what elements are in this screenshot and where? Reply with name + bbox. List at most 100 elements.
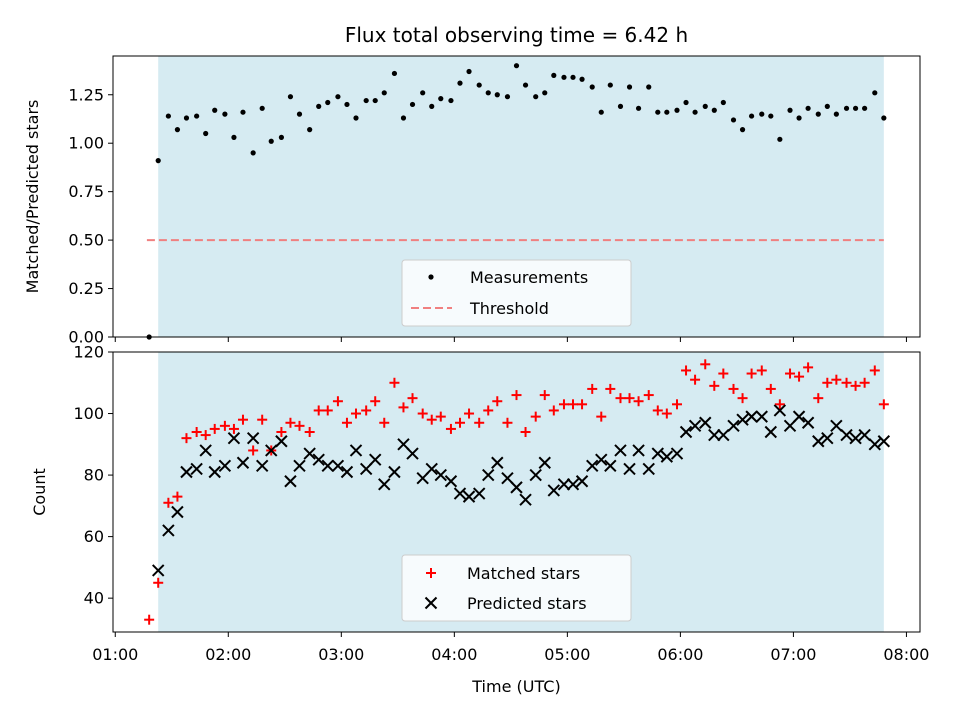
- predicted-star-point: [773, 404, 787, 417]
- cross-stroke-b: [265, 444, 278, 457]
- cross-stroke-b: [670, 447, 684, 460]
- measurement-point: [287, 94, 294, 100]
- predicted-star-point: [293, 459, 306, 473]
- predicted-star-point: [369, 453, 382, 466]
- cross-stroke-b: [877, 435, 891, 448]
- time-x-ticks: 01:00 02:00 03:00 04:00 05:00 06:00 07:00 08:00: [92, 632, 929, 664]
- matched-star-point: [398, 402, 409, 413]
- cross-stroke-b: [651, 447, 664, 460]
- measurement-point: [843, 105, 850, 111]
- measurement-point: [183, 115, 190, 121]
- matched-star-point: [869, 365, 880, 376]
- matched-star-point: [464, 408, 475, 419]
- matched-star-point: [257, 414, 268, 425]
- predicted-star-point: [218, 459, 232, 473]
- predicted-star-point: [699, 416, 712, 429]
- cross-stroke-b: [152, 564, 165, 577]
- measurement-point: [805, 105, 811, 111]
- cross-stroke-b: [190, 462, 203, 476]
- measurement-point: [748, 113, 755, 119]
- measurement-point: [381, 90, 387, 96]
- time-x-tick-label: 06:00: [657, 645, 703, 664]
- cross-stroke-b: [321, 459, 334, 473]
- matched-star-point: [558, 399, 569, 410]
- predicted-star-point: [595, 453, 608, 466]
- cross-stroke-b: [717, 428, 730, 442]
- matched-star-point: [587, 383, 598, 394]
- measurement-point: [212, 107, 218, 113]
- time-x-axis-label: Time (UTC): [471, 677, 560, 696]
- cross-stroke-b: [472, 487, 486, 500]
- measurement-point: [307, 127, 313, 133]
- cross-stroke-b: [255, 459, 269, 473]
- measurement-point: [448, 97, 454, 104]
- cross-stroke-b: [444, 475, 458, 488]
- legend-matched-label: Matched stars: [467, 564, 580, 583]
- matched-star-point: [643, 390, 654, 401]
- matched-star-point: [294, 420, 305, 431]
- ratio-y-ticks: 0.00 0.25 0.50 0.75 1.00 1.25: [68, 85, 113, 347]
- predicted-star-point: [529, 468, 542, 482]
- measurement-point: [570, 74, 576, 80]
- matched-star-point: [445, 423, 456, 434]
- measurement-point: [438, 96, 444, 102]
- predicted-star-point: [472, 487, 486, 500]
- measurement-point: [730, 117, 737, 123]
- predicted-star-point: [453, 487, 467, 500]
- predicted-star-point: [858, 428, 871, 442]
- predicted-star-point: [586, 459, 599, 473]
- measurement-point: [391, 70, 398, 77]
- cross-stroke-b: [566, 478, 580, 491]
- cross-stroke-b: [491, 456, 504, 469]
- matched-star-point: [322, 405, 333, 416]
- ratio-y-axis-label: Matched/Predicted stars: [23, 100, 42, 294]
- matched-star-point: [492, 396, 503, 407]
- measurement-point: [457, 80, 463, 86]
- predicted-star-point: [406, 447, 419, 460]
- measurement-point: [824, 103, 830, 109]
- predicted-star-point: [321, 459, 334, 473]
- matched-star-point: [728, 383, 739, 394]
- predicted-stars-points: [152, 404, 891, 577]
- predicted-star-point: [434, 468, 447, 482]
- cross-stroke-b: [453, 487, 467, 500]
- matched-star-point: [548, 405, 559, 416]
- matched-star-point: [803, 362, 814, 373]
- matched-star-point: [237, 414, 248, 425]
- ratio-legend: Measurements Threshold: [401, 259, 632, 327]
- matched-star-point: [681, 365, 692, 376]
- cross-stroke-b: [218, 459, 232, 473]
- matched-star-point: [454, 417, 465, 428]
- cross-stroke-b: [755, 410, 768, 423]
- time-x-tick-label: 02:00: [205, 645, 251, 664]
- predicted-star-point: [444, 475, 458, 488]
- cross-stroke-b: [727, 419, 740, 433]
- measurement-point: [522, 82, 529, 88]
- predicted-star-point: [180, 465, 193, 479]
- chart-title: Flux total observing time = 6.42 h: [345, 23, 688, 47]
- matched-star-point: [718, 368, 729, 379]
- matched-star-point: [153, 577, 164, 588]
- predicted-star-point: [162, 524, 175, 537]
- measurement-point: [635, 105, 642, 111]
- cross-stroke-b: [424, 596, 438, 610]
- matched-star-point: [850, 380, 861, 391]
- predicted-star-point: [510, 481, 523, 494]
- legend-matched-marker: [426, 568, 436, 578]
- matched-star-point: [774, 399, 785, 410]
- predicted-star-point: [312, 453, 325, 466]
- predicted-star-point: [462, 490, 476, 503]
- predicted-star-point: [388, 465, 401, 479]
- cross-stroke-b: [586, 459, 599, 473]
- cross-stroke-b: [858, 428, 871, 442]
- cross-stroke-b: [632, 444, 645, 457]
- measurement-point: [598, 109, 604, 115]
- measurement-point: [768, 113, 774, 119]
- matched-star-point: [332, 396, 343, 407]
- measurement-point: [335, 94, 341, 100]
- cross-stroke-b: [312, 453, 325, 466]
- count-y-axis-label: Count: [30, 468, 49, 516]
- cross-stroke-b: [208, 465, 221, 479]
- matched-star-point: [530, 411, 541, 422]
- time-x-tick-label: 05:00: [544, 645, 590, 664]
